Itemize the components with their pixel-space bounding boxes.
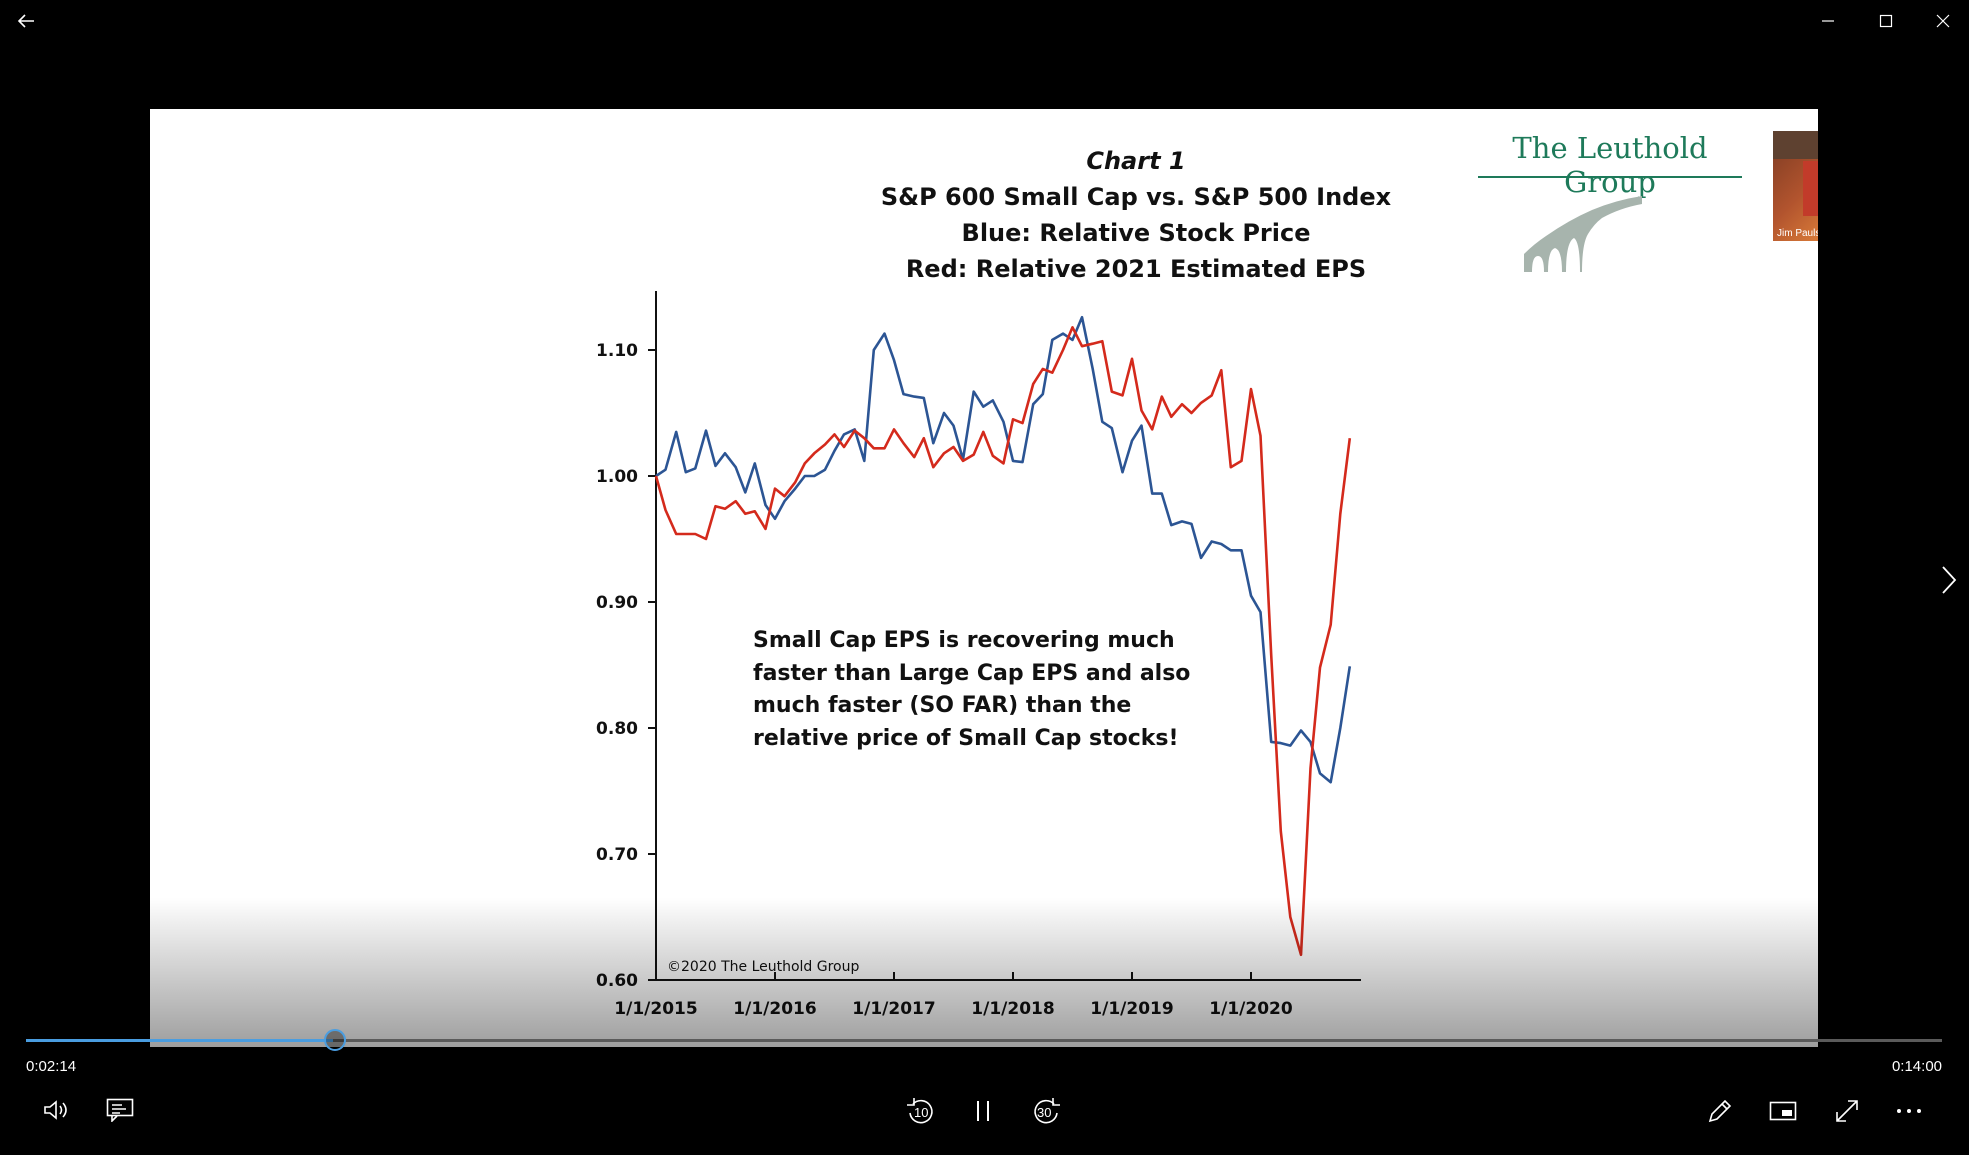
x-tick-label: 1/1/2019	[1090, 999, 1173, 1019]
skip-forward-button[interactable]: 30	[1026, 1093, 1066, 1129]
maximize-button[interactable]	[1870, 8, 1902, 34]
mini-view-icon	[1769, 1101, 1797, 1121]
copyright-text: ©2020 The Leuthold Group	[667, 959, 860, 975]
total-time: 0:14:00	[1891, 1058, 1942, 1075]
fullscreen-icon	[1836, 1100, 1858, 1122]
pause-button[interactable]	[966, 1094, 1000, 1128]
x-tick-label: 1/1/2016	[733, 999, 816, 1019]
back-button[interactable]	[10, 8, 42, 34]
legend-red-text: Red: Relative 2021 Estimated EPS	[905, 255, 1367, 283]
skip-forward-label: 30	[1037, 1105, 1052, 1120]
more-icon	[1897, 1109, 1921, 1113]
chart-label: Chart 1	[1086, 147, 1186, 175]
pencil-icon	[1708, 1099, 1732, 1123]
presenter-name: Jim Paulsen	[1777, 228, 1818, 239]
bridge-logo-icon	[1524, 196, 1642, 272]
skip-back-button[interactable]: 10	[901, 1093, 941, 1129]
line-chart: 0.60 0.70 0.80 0.90 1.00 1.10 1/1/2015 1/1/2016…	[596, 291, 1361, 1019]
y-tick-label: 0.80	[596, 719, 638, 739]
close-button[interactable]	[1927, 8, 1959, 34]
skip-forward-30-icon	[1034, 1098, 1060, 1124]
fullscreen-button[interactable]	[1829, 1094, 1865, 1128]
logo-divider	[1478, 176, 1742, 178]
y-tick-label: 0.90	[596, 593, 638, 613]
mini-view-button[interactable]	[1765, 1094, 1801, 1128]
volume-button[interactable]	[38, 1094, 76, 1126]
x-tick-label: 1/1/2015	[614, 999, 697, 1019]
captions-button[interactable]	[101, 1094, 139, 1126]
y-tick-label: 0.60	[596, 971, 638, 991]
seek-bar[interactable]	[26, 1029, 1942, 1051]
captions-icon	[106, 1098, 134, 1122]
y-tick-label: 1.10	[596, 341, 638, 361]
current-time: 0:02:14	[26, 1058, 77, 1075]
next-button[interactable]	[1934, 560, 1964, 600]
x-tick-label: 1/1/2017	[852, 999, 935, 1019]
x-tick-label: 1/1/2020	[1209, 999, 1293, 1019]
leuthold-logo-text: The Leuthold Group	[1512, 131, 1708, 199]
back-arrow-icon	[17, 14, 34, 28]
edit-button[interactable]	[1702, 1094, 1738, 1128]
close-icon	[1936, 14, 1950, 28]
x-tick-label: 1/1/2018	[971, 999, 1054, 1019]
minimize-icon	[1822, 20, 1834, 22]
chevron-right-icon	[1942, 566, 1957, 594]
volume-icon	[44, 1100, 67, 1120]
y-tick-label: 1.00	[596, 467, 638, 487]
chart-annotation: Small Cap EPS is recovering much faster …	[753, 628, 1191, 751]
series-line-relative-2021-estimated-eps	[654, 326, 1352, 957]
webcam-thumbnail[interactable]: Jim Paulsen	[1773, 131, 1818, 241]
skip-back-10-icon	[907, 1098, 933, 1124]
skip-back-label: 10	[914, 1105, 929, 1120]
legend-blue-text: Blue: Relative Stock Price	[961, 219, 1311, 247]
presenter-image	[1773, 131, 1818, 216]
chart-title: S&P 600 Small Cap vs. S&P 500 Index	[880, 183, 1392, 211]
seek-bar-thumb[interactable]	[323, 1029, 346, 1051]
pause-icon	[977, 1101, 989, 1121]
y-tick-label: 0.70	[596, 845, 638, 865]
minimize-button[interactable]	[1812, 8, 1844, 34]
maximize-icon	[1879, 14, 1893, 28]
series-line-relative-stock-price	[655, 315, 1352, 784]
more-options-button[interactable]	[1891, 1094, 1927, 1128]
video-frame[interactable]: Chart 1 S&P 600 Small Cap vs. S&P 500 In…	[150, 109, 1818, 1047]
seek-bar-progress	[26, 1039, 333, 1042]
